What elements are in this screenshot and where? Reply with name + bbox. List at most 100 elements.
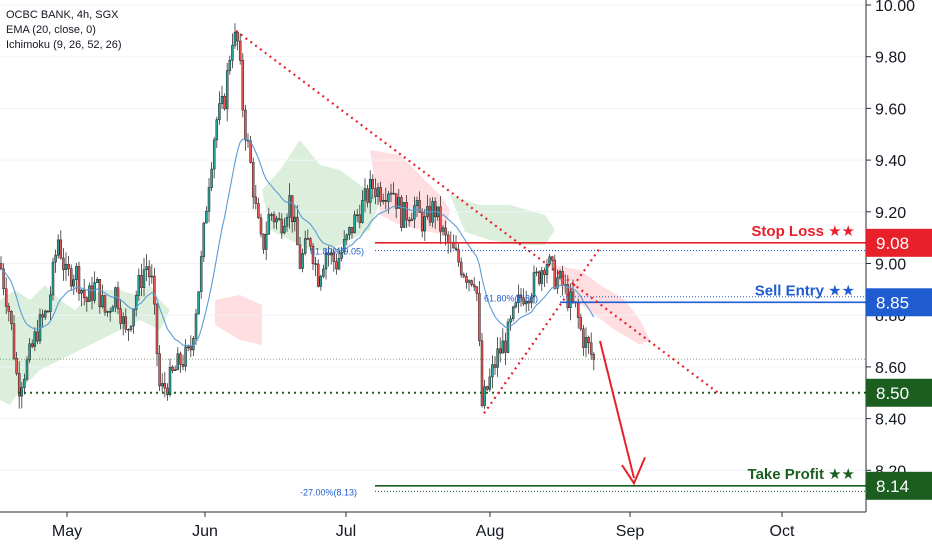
candle-body [418,200,421,213]
candle [329,248,333,265]
candle-body [129,325,133,330]
candle [480,332,484,408]
candle-body [140,275,143,288]
candle [264,221,268,260]
candle [10,310,13,331]
candle-body [186,346,190,349]
candle-body [28,343,31,361]
candle [176,347,180,371]
candle [470,279,473,287]
candle-body [314,263,317,265]
candle-body [64,264,68,271]
candle [462,272,466,279]
candle [223,93,226,111]
candle [215,116,219,148]
candle [54,249,57,273]
candle [553,254,557,290]
candle-body [335,261,338,270]
candle [244,105,247,151]
candle-body [420,212,424,232]
support-price-value: 8.50 [876,384,909,403]
candle-body [509,318,512,323]
candle [589,332,593,360]
candle-body [212,139,216,170]
candle-body [381,200,385,202]
candle [23,373,26,395]
candle-body [181,364,185,367]
candle [475,285,479,302]
candle [472,277,476,292]
candle-body [410,218,414,221]
candle [166,383,169,401]
candle [361,190,364,224]
candle [587,335,590,354]
candle [257,197,260,220]
price-axis-bg [866,0,932,550]
candle [363,178,367,213]
candle [309,237,312,251]
candle [197,291,200,315]
candle-body [262,233,265,250]
candle [540,266,544,292]
candle-body [189,346,193,351]
stop-loss-price-box-bg [866,228,932,257]
support-price-box: 8.50 [866,378,932,407]
candle [259,213,263,238]
candle-body [30,343,34,347]
candle [267,207,271,235]
candle [496,337,499,377]
candle [233,23,237,49]
candle-body [311,245,315,264]
fib-label: -27.00%(8.13) [300,487,357,497]
candle-body [379,187,382,202]
candle [288,183,291,229]
candle [327,246,330,267]
candle-body [556,277,559,289]
candle [353,210,356,234]
candle-body [95,279,99,283]
candle [517,284,520,314]
candle-body [25,359,29,380]
candle [108,307,112,322]
candle-body [171,366,174,371]
x-tick-label: Aug [476,523,504,540]
stop-loss-label: Stop Loss ★★ [751,223,855,240]
candle-body [428,206,432,223]
candle-body [43,310,47,318]
candle [101,284,104,309]
candle-body [49,294,52,312]
candle-body [363,188,367,201]
candle-body [465,276,468,283]
candle-body [483,386,486,406]
candle [179,351,182,373]
candle [49,286,52,321]
candle-body [423,216,427,232]
candle [163,372,167,398]
candle-body [285,217,289,227]
candle-body [480,340,484,406]
candle [4,277,8,315]
candle [28,338,31,363]
candle-body [80,289,83,294]
candle [95,277,99,284]
candle-body [350,227,354,234]
candle [465,272,468,289]
candle [394,193,398,219]
candle [85,296,89,312]
candle [272,211,276,229]
candle [491,355,494,389]
candle [337,247,341,271]
chart-legend: OCBC BANK, 4h, SGX EMA (20, close, 0) Ic… [6,8,122,53]
fib-label: 61.80%(8.86) [484,294,538,304]
candle [410,212,414,221]
support-price-box-bg [866,378,932,407]
candle [415,196,419,218]
candle [392,182,395,195]
candle-body [168,366,172,396]
x-tick-label: Sep [616,523,645,540]
candle-body [160,383,164,387]
candle-body [400,197,403,228]
candle-body [106,311,109,313]
candle [140,263,143,297]
